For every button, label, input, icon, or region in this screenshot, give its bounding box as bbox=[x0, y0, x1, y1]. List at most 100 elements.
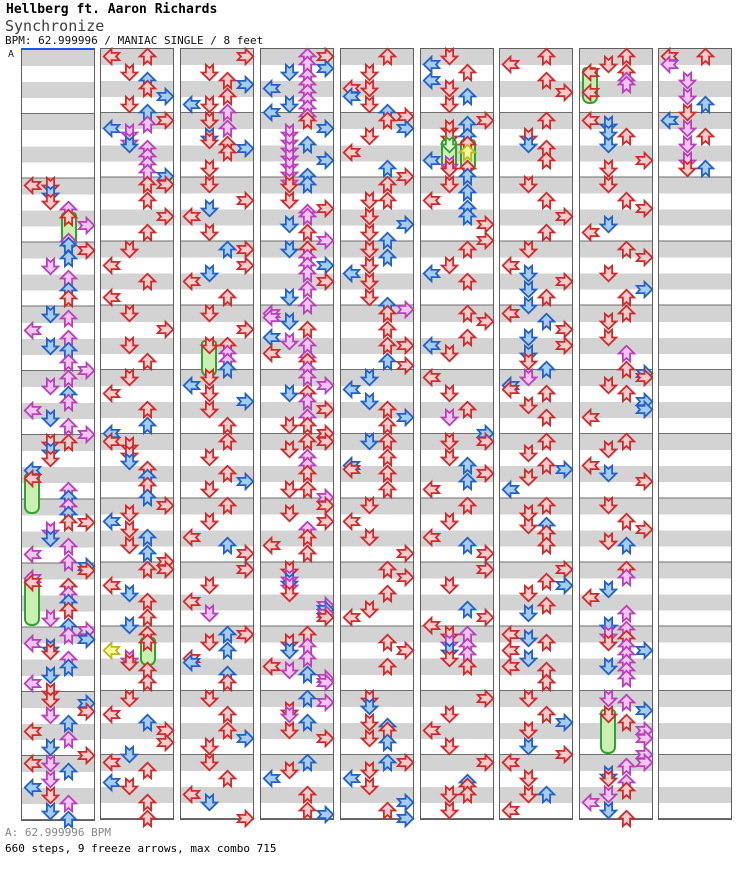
note-arrow-right bbox=[555, 271, 574, 292]
note-arrow-down bbox=[439, 134, 460, 154]
note-arrow-down bbox=[119, 451, 140, 471]
note-arrow-up bbox=[297, 416, 318, 436]
note-arrow-up bbox=[536, 456, 557, 476]
note-arrow-down bbox=[279, 660, 300, 680]
note-arrow-left bbox=[23, 572, 42, 593]
note-arrow-up bbox=[137, 488, 158, 508]
note-arrow-right bbox=[316, 58, 335, 79]
note-arrow-left bbox=[102, 772, 121, 793]
note-arrow-up bbox=[297, 296, 318, 315]
note-arrow-left bbox=[182, 652, 201, 672]
note-arrow-right bbox=[555, 575, 574, 596]
note-arrow-down bbox=[359, 696, 380, 716]
note-arrow-right bbox=[635, 728, 654, 749]
note-arrow-down bbox=[598, 531, 619, 551]
note-arrow-right bbox=[476, 463, 495, 484]
note-arrow-up bbox=[297, 713, 318, 732]
note-arrow-right bbox=[156, 559, 175, 580]
note-arrow-left bbox=[342, 86, 361, 107]
note-arrow-up bbox=[217, 239, 238, 259]
note-arrow-right bbox=[476, 231, 495, 251]
note-arrow-right bbox=[635, 752, 654, 773]
note-arrow-up bbox=[377, 480, 398, 500]
note-arrow-left bbox=[342, 142, 361, 163]
note-arrow-up bbox=[536, 596, 557, 616]
note-arrow-up bbox=[58, 513, 79, 533]
note-arrow-up bbox=[58, 601, 79, 621]
note-arrow-up bbox=[616, 288, 637, 307]
note-arrow-down bbox=[677, 70, 698, 90]
note-arrow-down bbox=[518, 395, 539, 415]
note-arrow-down bbox=[279, 94, 300, 114]
note-arrow-right bbox=[635, 519, 654, 540]
note-arrow-down bbox=[518, 720, 539, 740]
note-arrow-down bbox=[40, 448, 61, 468]
note-arrow-up bbox=[377, 159, 398, 179]
note-arrow-down bbox=[279, 239, 300, 259]
note-arrow-right bbox=[316, 608, 335, 628]
note-arrow-left bbox=[501, 624, 520, 644]
note-arrow-up bbox=[137, 809, 158, 829]
note-arrow-left bbox=[581, 792, 600, 813]
note-arrow-right bbox=[396, 640, 415, 660]
note-arrow-up bbox=[377, 632, 398, 652]
note-arrow-down bbox=[359, 207, 380, 226]
note-arrow-left bbox=[342, 379, 361, 400]
note-arrow-up bbox=[457, 600, 478, 620]
note-arrow-left bbox=[581, 407, 600, 428]
note-arrow-up bbox=[457, 143, 478, 163]
note-arrow-up bbox=[58, 714, 79, 733]
note-arrow-right bbox=[236, 559, 255, 580]
note-arrow-down bbox=[439, 94, 460, 114]
note-arrow-right bbox=[236, 46, 255, 67]
note-arrow-up bbox=[297, 649, 318, 668]
note-arrow-up bbox=[58, 353, 79, 373]
note-arrow-left bbox=[501, 752, 520, 773]
note-arrow-down bbox=[199, 479, 220, 499]
note-arrow-down bbox=[199, 367, 220, 387]
note-arrow-up bbox=[457, 207, 478, 227]
note-arrow-down bbox=[359, 255, 380, 275]
step-chart bbox=[21, 46, 732, 830]
note-arrow-right bbox=[316, 255, 335, 275]
note-arrow-up bbox=[536, 632, 557, 652]
note-arrow-right bbox=[476, 608, 495, 628]
note-arrow-down bbox=[598, 215, 619, 234]
note-arrow-up bbox=[297, 785, 318, 805]
note-arrow-down bbox=[119, 335, 140, 355]
note-arrow-right bbox=[316, 271, 335, 292]
note-arrow-up bbox=[616, 344, 637, 364]
note-arrow-down bbox=[279, 720, 300, 740]
note-arrow-right bbox=[77, 424, 96, 445]
note-arrow-left bbox=[23, 721, 42, 742]
note-arrow-right bbox=[236, 471, 255, 492]
note-arrow-up bbox=[377, 191, 398, 211]
note-arrow-up bbox=[536, 408, 557, 428]
note-arrow-right bbox=[635, 279, 654, 300]
note-arrow-right bbox=[635, 399, 654, 420]
note-arrow-up bbox=[297, 320, 318, 339]
note-arrow-left bbox=[501, 640, 520, 660]
note-arrow-down bbox=[199, 604, 220, 623]
note-arrow-down bbox=[279, 439, 300, 459]
note-arrow-down bbox=[518, 239, 539, 259]
note-arrow-up bbox=[137, 47, 158, 67]
note-arrow-down bbox=[439, 736, 460, 756]
note-arrow-down bbox=[199, 383, 220, 403]
note-arrow-up bbox=[58, 810, 79, 830]
note-arrow-right bbox=[555, 206, 574, 227]
note-arrow-up bbox=[217, 119, 238, 139]
note-arrow-left bbox=[23, 400, 42, 421]
note-arrow-down bbox=[119, 616, 140, 636]
note-arrow-up bbox=[58, 417, 79, 437]
note-arrow-down bbox=[677, 134, 698, 154]
note-arrow-up bbox=[536, 496, 557, 516]
note-arrow-up bbox=[137, 608, 158, 628]
note-arrow-left bbox=[262, 327, 281, 348]
note-arrow-down bbox=[40, 336, 61, 356]
song-title: Hellberg ft. Aaron Richards bbox=[6, 2, 218, 17]
note-arrow-up bbox=[536, 71, 557, 91]
note-arrow-up bbox=[536, 312, 557, 331]
note-arrow-left bbox=[342, 459, 361, 480]
note-arrow-down bbox=[279, 62, 300, 82]
